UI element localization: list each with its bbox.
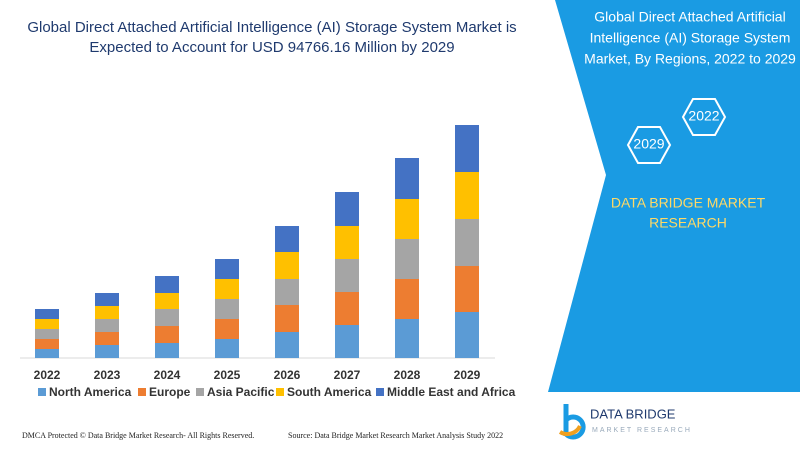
logo-icon bbox=[563, 404, 586, 440]
bar-segment bbox=[95, 293, 119, 306]
hexagon-label: 2029 bbox=[633, 136, 664, 152]
bar-segment bbox=[395, 319, 419, 358]
bar-segment bbox=[35, 319, 59, 329]
bar-segment bbox=[455, 125, 479, 172]
bar-segment bbox=[335, 292, 359, 325]
bar-segment bbox=[335, 226, 359, 259]
bar-segment bbox=[335, 192, 359, 226]
legend-swatch bbox=[138, 388, 146, 396]
panel-title: Global Direct Attached Artificial bbox=[594, 9, 785, 25]
bar-segment bbox=[455, 266, 479, 312]
bar-segment bbox=[35, 329, 59, 339]
legend-swatch bbox=[376, 388, 384, 396]
x-tick-label: 2023 bbox=[94, 368, 121, 382]
logo-name: DATA BRIDGE bbox=[590, 406, 676, 421]
legend-label: North America bbox=[49, 385, 132, 399]
bar-segment bbox=[35, 349, 59, 358]
panel-brand: DATA BRIDGE MARKET bbox=[611, 195, 766, 211]
panel-title: Intelligence (AI) Storage System bbox=[590, 30, 791, 46]
legend-swatch bbox=[38, 388, 46, 396]
footer-left: DMCA Protected © Data Bridge Market Rese… bbox=[22, 431, 254, 440]
bar-segment bbox=[275, 305, 299, 332]
bar-segment bbox=[95, 319, 119, 332]
bar-segment bbox=[215, 339, 239, 358]
bar-segment bbox=[95, 332, 119, 345]
legend-label: Middle East and Africa bbox=[387, 385, 516, 399]
logo-icon bbox=[558, 424, 582, 437]
bar-segment bbox=[455, 219, 479, 266]
bar-segment bbox=[155, 276, 179, 293]
panel-brand: RESEARCH bbox=[649, 215, 727, 231]
chart-title: Global Direct Attached Artificial Intell… bbox=[27, 19, 516, 36]
bar-segment bbox=[155, 343, 179, 358]
bar-segment bbox=[455, 312, 479, 358]
x-tick-label: 2028 bbox=[394, 368, 421, 382]
bar-segment bbox=[155, 326, 179, 343]
bar-segment bbox=[395, 239, 419, 279]
bar-segment bbox=[215, 279, 239, 299]
bar-segment bbox=[215, 299, 239, 319]
panel-title: Market, By Regions, 2022 to 2029 bbox=[584, 51, 796, 67]
x-tick-label: 2029 bbox=[454, 368, 481, 382]
bar-segment bbox=[335, 259, 359, 292]
x-tick-label: 2026 bbox=[274, 368, 301, 382]
logo-tagline: MARKET RESEARCH bbox=[592, 427, 692, 434]
x-tick-label: 2024 bbox=[154, 368, 181, 382]
footer-right: Source: Data Bridge Market Research Mark… bbox=[288, 431, 503, 440]
bar-segment bbox=[455, 172, 479, 219]
bar-segment bbox=[275, 252, 299, 279]
bar-segment bbox=[35, 339, 59, 349]
hexagon-label: 2022 bbox=[688, 108, 719, 124]
bar-segment bbox=[395, 158, 419, 199]
bar-segment bbox=[35, 309, 59, 319]
bar-segment bbox=[215, 259, 239, 279]
side-panel bbox=[548, 0, 800, 392]
x-tick-label: 2022 bbox=[34, 368, 61, 382]
hexagon bbox=[681, 98, 727, 136]
chart-title: Expected to Account for USD 94766.16 Mil… bbox=[89, 39, 454, 56]
bar-segment bbox=[395, 279, 419, 319]
bar-segment bbox=[275, 226, 299, 252]
bar-segment bbox=[155, 309, 179, 326]
bar-segment bbox=[275, 332, 299, 358]
bar-segment bbox=[95, 306, 119, 319]
legend-swatch bbox=[196, 388, 204, 396]
legend-swatch bbox=[276, 388, 284, 396]
legend-label: Asia Pacific bbox=[207, 385, 275, 399]
bar-segment bbox=[275, 279, 299, 305]
bar-segment bbox=[155, 293, 179, 309]
legend-label: South America bbox=[287, 385, 372, 399]
legend-label: Europe bbox=[149, 385, 191, 399]
bar-segment bbox=[95, 345, 119, 358]
bar-segment bbox=[335, 325, 359, 358]
x-tick-label: 2027 bbox=[334, 368, 361, 382]
x-tick-label: 2025 bbox=[214, 368, 241, 382]
bar-segment bbox=[395, 199, 419, 239]
bar-segment bbox=[215, 319, 239, 339]
hexagon bbox=[626, 126, 672, 164]
